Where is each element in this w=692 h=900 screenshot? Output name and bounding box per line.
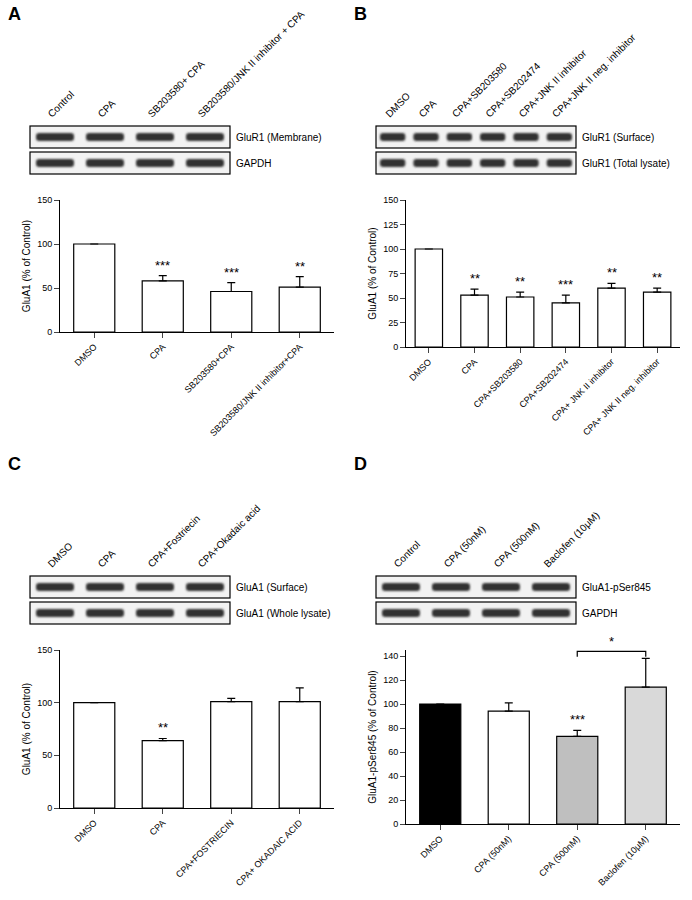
html-text:D: D [354, 454, 367, 474]
svg-text:GluA1-pSer845 (% of Control): GluA1-pSer845 (% of Control) [367, 670, 378, 803]
svg-text:100: 100 [37, 698, 52, 708]
svg-text:DMSO: DMSO [383, 90, 412, 119]
svg-text:SB203580+CPA: SB203580+CPA [183, 342, 236, 395]
svg-text:120: 120 [383, 675, 398, 685]
svg-text:CPA+JNK II neg. inhibitor: CPA+JNK II neg. inhibitor [550, 31, 638, 119]
svg-text:CPA+SB203580: CPA+SB203580 [472, 357, 525, 410]
svg-text:***: *** [558, 277, 573, 292]
svg-text:40: 40 [388, 771, 398, 781]
svg-text:100: 100 [383, 699, 398, 709]
svg-text:CPA+SB202474: CPA+SB202474 [517, 357, 570, 410]
svg-text:***: *** [570, 712, 585, 727]
svg-text:**: ** [295, 259, 305, 274]
svg-text:GAPDH: GAPDH [582, 608, 618, 619]
svg-text:***: *** [155, 258, 170, 273]
svg-text:125: 125 [383, 220, 398, 230]
svg-text:CPA: CPA [148, 342, 168, 362]
svg-text:SB203580/JNK II inhibitor+CPA: SB203580/JNK II inhibitor+CPA [208, 342, 304, 438]
svg-text:CPA+Okadaic acid: CPA+Okadaic acid [196, 503, 263, 570]
html-text:C: C [8, 454, 21, 474]
svg-text:SB203580/JNK II inhibitor + CP: SB203580/JNK II inhibitor + CPA [196, 8, 307, 119]
svg-text:GluA1 (% of Control): GluA1 (% of Control) [21, 220, 32, 312]
svg-text:CPA+JNK II inhibitor: CPA+JNK II inhibitor [516, 47, 589, 120]
svg-text:Baclofen (10μM): Baclofen (10μM) [596, 834, 650, 888]
svg-text:GluA1 (% of Control): GluA1 (% of Control) [367, 227, 378, 319]
svg-text:GluA1 (Surface): GluA1 (Surface) [236, 582, 308, 593]
svg-text:Control: Control [392, 539, 423, 570]
svg-text:0: 0 [47, 327, 52, 337]
svg-text:0: 0 [393, 819, 398, 829]
svg-text:CPA+ OKADAIC ACID: CPA+ OKADAIC ACID [234, 817, 305, 888]
svg-text:CPA: CPA [417, 97, 439, 119]
svg-text:**: ** [652, 270, 662, 285]
svg-text:100: 100 [37, 239, 52, 249]
svg-text:**: ** [470, 271, 480, 286]
svg-text:CPA: CPA [96, 97, 118, 119]
svg-text:0: 0 [47, 803, 52, 813]
svg-text:CPA (500nM): CPA (500nM) [537, 834, 582, 879]
svg-text:DMSO: DMSO [73, 818, 99, 844]
svg-text:CPA: CPA [459, 357, 479, 377]
svg-text:CPA: CPA [96, 547, 118, 569]
svg-text:CPA+ JNK II neg. inhibitor: CPA+ JNK II neg. inhibitor [581, 357, 662, 438]
svg-text:**: ** [607, 265, 617, 280]
svg-text:DMSO: DMSO [419, 834, 445, 860]
svg-text:Control: Control [46, 89, 77, 120]
svg-text:GluR1 (Surface): GluR1 (Surface) [582, 132, 654, 143]
svg-text:150: 150 [37, 195, 52, 205]
svg-text:GluA1 (% of Control): GluA1 (% of Control) [21, 683, 32, 775]
svg-text:CPA+FOSTRIECIN: CPA+FOSTRIECIN [174, 818, 236, 880]
svg-text:CPA: CPA [148, 818, 168, 838]
svg-text:50: 50 [42, 283, 52, 293]
svg-text:150: 150 [37, 645, 52, 655]
svg-text:Baclofen (10μM): Baclofen (10μM) [542, 510, 602, 570]
svg-text:DMSO: DMSO [46, 540, 75, 569]
svg-text:50: 50 [42, 750, 52, 760]
svg-text:GluA1 (Whole lysate): GluA1 (Whole lysate) [236, 608, 330, 619]
svg-text:CPA+ JNK II inhibitor: CPA+ JNK II inhibitor [550, 357, 617, 424]
svg-text:80: 80 [388, 723, 398, 733]
svg-text:**: ** [515, 274, 525, 289]
svg-text:CPA (500nM): CPA (500nM) [492, 520, 542, 570]
svg-text:***: *** [224, 265, 239, 280]
svg-text:DMSO: DMSO [407, 357, 433, 383]
svg-text:SB203580+ CPA: SB203580+ CPA [145, 58, 207, 120]
svg-text:140: 140 [383, 651, 398, 661]
svg-text:CPA+Fostriecin: CPA+Fostriecin [146, 513, 203, 570]
svg-text:50: 50 [388, 293, 398, 303]
svg-text:150: 150 [383, 195, 398, 205]
svg-text:60: 60 [388, 747, 398, 757]
svg-text:DMSO: DMSO [73, 342, 99, 368]
svg-text:20: 20 [388, 795, 398, 805]
svg-text:CPA+SB203580: CPA+SB203580 [450, 60, 509, 119]
svg-text:CPA+SB202474: CPA+SB202474 [483, 60, 542, 119]
svg-text:GluR1 (Total lysate): GluR1 (Total lysate) [582, 158, 670, 169]
svg-text:75: 75 [388, 269, 398, 279]
html-text:B: B [354, 4, 367, 24]
svg-text:GluR1 (Membrane): GluR1 (Membrane) [236, 132, 322, 143]
svg-text:GAPDH: GAPDH [236, 158, 272, 169]
svg-text:**: ** [158, 720, 168, 735]
svg-text:GluA1-pSer845: GluA1-pSer845 [582, 582, 651, 593]
svg-text:CPA (50nM): CPA (50nM) [472, 834, 513, 875]
svg-text:*: * [609, 634, 614, 649]
svg-text:CPA (50nM): CPA (50nM) [442, 524, 488, 570]
svg-text:0: 0 [393, 342, 398, 352]
svg-text:25: 25 [388, 318, 398, 328]
html-text:A: A [8, 4, 21, 24]
svg-text:100: 100 [383, 244, 398, 254]
